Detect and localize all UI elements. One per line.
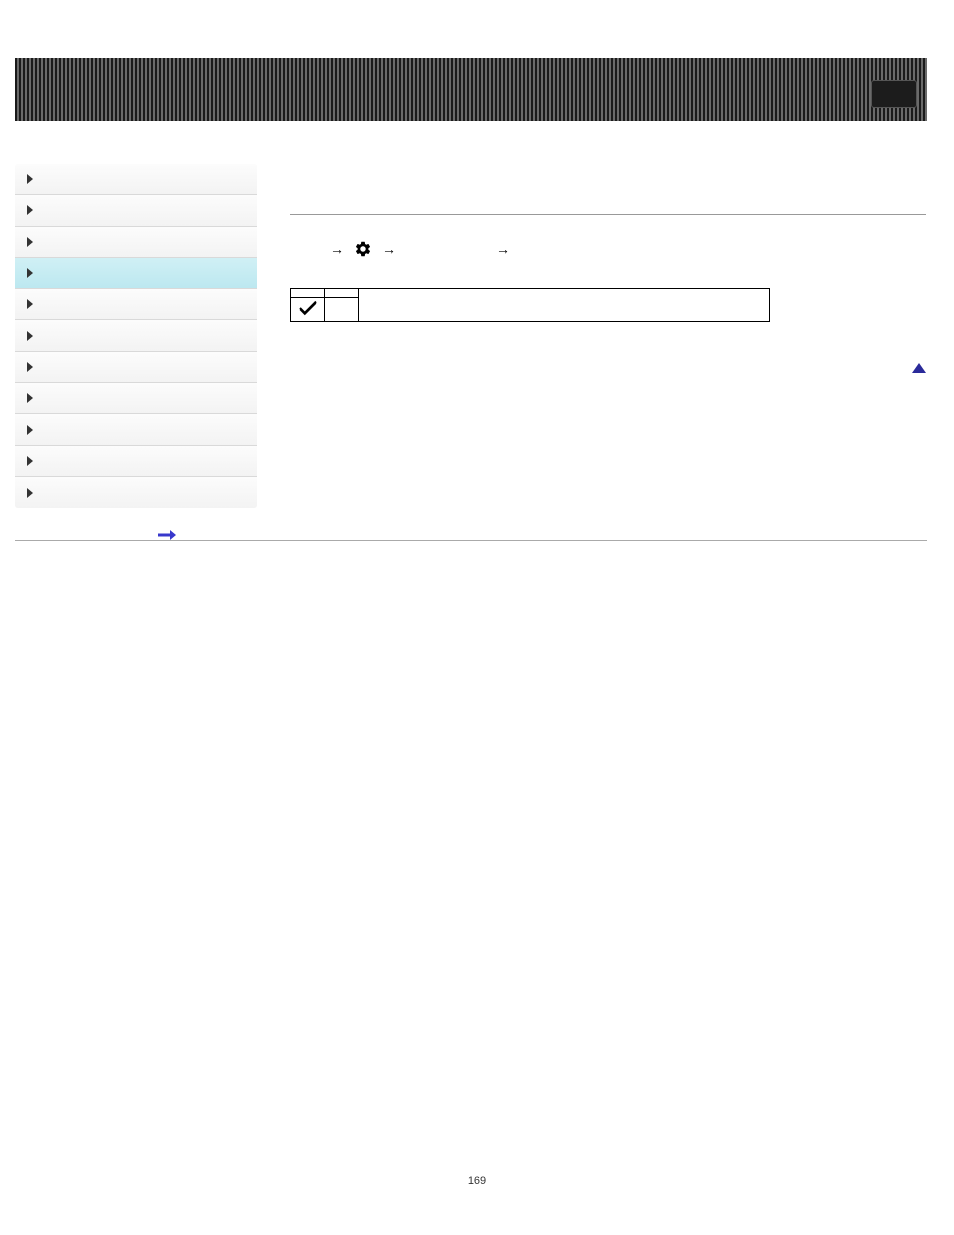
arrow-up-icon [912, 363, 926, 373]
footer-divider [15, 540, 927, 541]
page-number: 169 [0, 1175, 954, 1187]
chevron-right-icon [27, 456, 33, 466]
next-arrow-icon[interactable] [158, 528, 176, 546]
check-icon [298, 300, 318, 316]
info-table [290, 288, 770, 322]
chevron-right-icon [27, 331, 33, 341]
table-header-desc-cell [359, 289, 770, 322]
table-header-icon-cell [291, 289, 325, 298]
sidebar-item-2[interactable] [15, 227, 257, 258]
table-num-cell [325, 298, 359, 322]
header-band [15, 58, 927, 121]
sidebar-item-6[interactable] [15, 352, 257, 383]
content-area: → → → [290, 164, 926, 374]
header-badge [871, 80, 917, 108]
sidebar-item-0[interactable] [15, 164, 257, 195]
chevron-right-icon [27, 268, 33, 278]
chevron-right-icon [27, 488, 33, 498]
sidebar-item-7[interactable] [15, 383, 257, 414]
chevron-right-icon [27, 205, 33, 215]
sidebar-item-9[interactable] [15, 446, 257, 477]
gear-icon [354, 240, 372, 258]
sidebar-item-4[interactable] [15, 289, 257, 320]
table-check-cell [291, 298, 325, 322]
sidebar-item-1[interactable] [15, 195, 257, 226]
chevron-right-icon [27, 425, 33, 435]
arrow-right-icon: → [330, 241, 344, 257]
chevron-right-icon [27, 299, 33, 309]
chevron-right-icon [27, 393, 33, 403]
arrow-right-icon: → [382, 241, 396, 257]
chevron-right-icon [27, 174, 33, 184]
content-divider [290, 214, 926, 215]
chevron-right-icon [27, 362, 33, 372]
table-header-num-cell [325, 289, 359, 298]
sidebar [15, 164, 257, 508]
table-header-row [291, 289, 770, 298]
top-link-row [290, 362, 926, 374]
sidebar-item-5[interactable] [15, 320, 257, 351]
arrow-right-icon: → [496, 241, 510, 257]
navigation-path: → → → [320, 240, 926, 258]
sidebar-item-10[interactable] [15, 477, 257, 508]
sidebar-item-8[interactable] [15, 414, 257, 445]
sidebar-item-3[interactable] [15, 258, 257, 289]
chevron-right-icon [27, 237, 33, 247]
